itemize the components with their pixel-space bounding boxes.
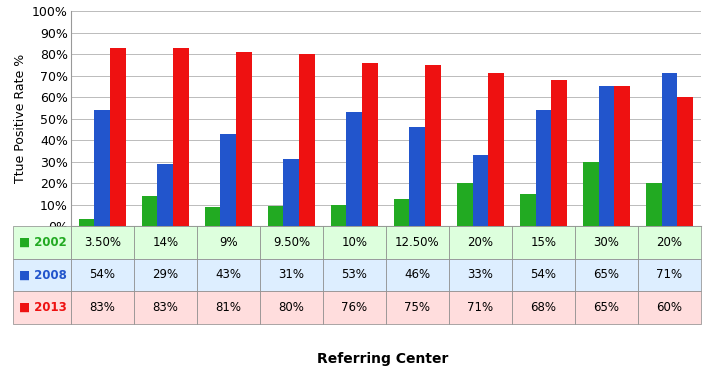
Bar: [110, 47, 126, 226]
Bar: [520, 194, 535, 226]
Bar: [457, 183, 472, 226]
Bar: [205, 207, 220, 226]
Bar: [646, 183, 661, 226]
Bar: [489, 73, 504, 226]
Bar: [472, 155, 489, 226]
Bar: [283, 159, 299, 226]
Bar: [678, 97, 693, 226]
Bar: [220, 134, 236, 226]
Y-axis label: Ttue Positive Rate %: Ttue Positive Rate %: [13, 54, 27, 183]
Bar: [426, 65, 441, 226]
Bar: [394, 199, 409, 226]
Bar: [346, 112, 362, 226]
Bar: [142, 196, 157, 226]
Bar: [552, 80, 567, 226]
Bar: [157, 164, 173, 226]
Bar: [615, 86, 630, 226]
Bar: [409, 127, 426, 226]
Bar: [583, 162, 598, 226]
Bar: [331, 205, 346, 226]
Bar: [79, 219, 94, 226]
Bar: [661, 73, 678, 226]
Bar: [598, 86, 615, 226]
Bar: [535, 110, 552, 226]
Text: Referring Center: Referring Center: [316, 352, 448, 366]
Bar: [268, 206, 283, 226]
Bar: [94, 110, 110, 226]
Bar: [236, 52, 252, 226]
Bar: [299, 54, 315, 226]
Bar: [362, 63, 378, 226]
Bar: [173, 47, 189, 226]
